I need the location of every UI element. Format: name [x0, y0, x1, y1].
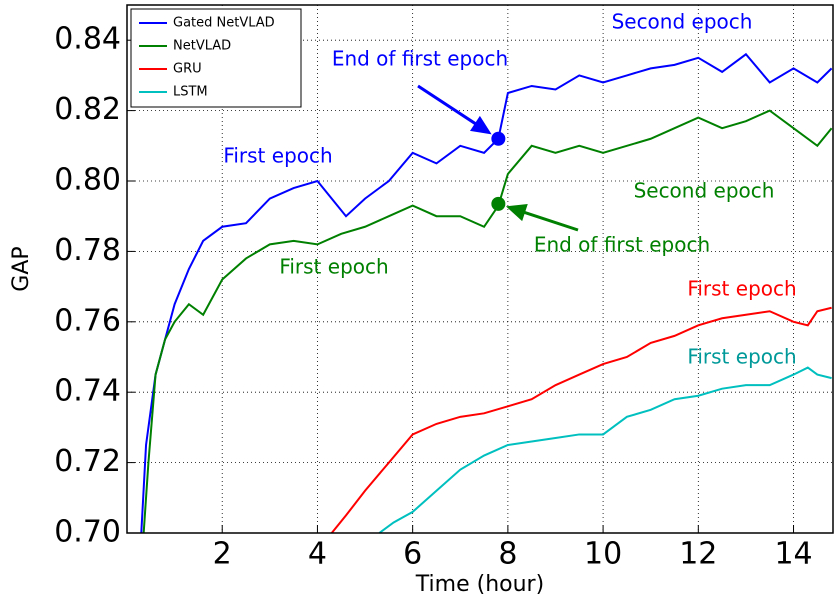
annotation: First epoch [279, 255, 388, 279]
x-tick-label: 12 [679, 537, 717, 572]
y-tick-label: 0.72 [54, 444, 121, 479]
annotation-arrow [417, 84, 481, 128]
annotation: First epoch [687, 345, 796, 369]
annotation: End of first epoch [534, 233, 710, 257]
series-line [378, 366, 832, 534]
legend-label: NetVLAD [173, 39, 231, 54]
y-tick-label: 0.76 [54, 303, 121, 338]
y-tick-label: 0.84 [54, 22, 121, 57]
legend-box [130, 8, 302, 108]
plot-frame [126, 4, 834, 534]
legend-label: GRU [173, 62, 202, 77]
annotation: End of first epoch [332, 47, 508, 71]
y-tick-label: 0.82 [54, 92, 121, 127]
annotation-point [491, 131, 506, 146]
y-axis-label: GAP [9, 246, 34, 291]
annotation: First epoch [687, 277, 796, 301]
series-line [330, 306, 832, 534]
annotation-point [491, 196, 506, 211]
annotation: First epoch [223, 144, 332, 168]
x-tick-label: 14 [774, 537, 812, 572]
legend-label: Gated NetVLAD [173, 16, 275, 31]
arrow-head [470, 115, 492, 135]
x-tick-label: 4 [308, 537, 327, 572]
annotation-arrow [518, 209, 579, 232]
annotation: Second epoch [634, 179, 775, 203]
x-tick-label: 8 [498, 537, 517, 572]
y-tick-label: 0.70 [54, 515, 121, 550]
series-line [140, 52, 833, 534]
legend-label: LSTM [173, 85, 208, 100]
y-tick-label: 0.80 [54, 163, 121, 198]
y-tick-label: 0.78 [54, 233, 121, 268]
arrow-head [505, 204, 528, 222]
y-tick-label: 0.74 [54, 374, 121, 409]
series-line [142, 109, 833, 534]
x-tick-label: 2 [213, 537, 232, 572]
x-axis-label: Time (hour) [415, 572, 544, 597]
x-tick-label: 6 [403, 537, 422, 572]
annotation: Second epoch [612, 10, 753, 34]
x-tick-label: 10 [584, 537, 622, 572]
